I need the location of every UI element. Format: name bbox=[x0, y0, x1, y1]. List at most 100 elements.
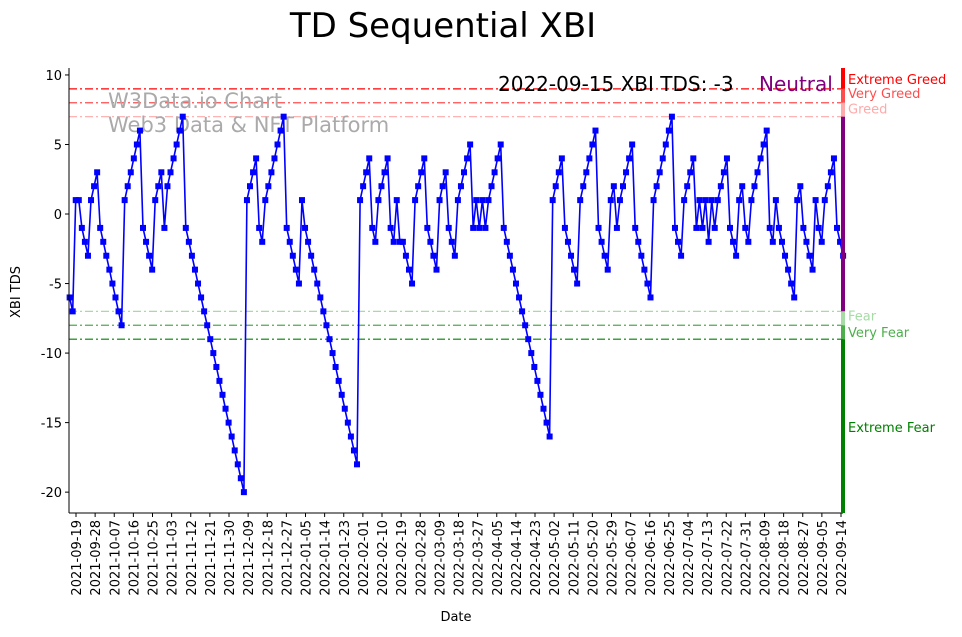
data-point bbox=[806, 252, 813, 259]
data-point bbox=[604, 266, 611, 273]
data-point bbox=[497, 141, 504, 148]
data-point bbox=[445, 224, 452, 231]
data-point bbox=[286, 238, 293, 245]
data-point bbox=[384, 155, 391, 162]
x-axis-label: Date bbox=[440, 610, 471, 625]
y-tick-label: 0 bbox=[54, 208, 62, 223]
data-point bbox=[509, 266, 516, 273]
x-tick-label: 2022-02-01 bbox=[357, 520, 372, 596]
data-point bbox=[506, 252, 513, 259]
data-point bbox=[381, 169, 388, 176]
data-point bbox=[314, 280, 321, 287]
data-point bbox=[204, 322, 211, 329]
data-point bbox=[146, 252, 153, 259]
x-tick-label: 2021-12-27 bbox=[280, 520, 295, 596]
data-point bbox=[675, 238, 682, 245]
data-point bbox=[730, 238, 737, 245]
y-tick-label: 5 bbox=[54, 138, 62, 153]
data-point bbox=[360, 183, 367, 190]
data-point bbox=[739, 183, 746, 190]
data-point bbox=[684, 183, 691, 190]
sentiment-band bbox=[841, 102, 845, 117]
x-tick-label: 2022-06-07 bbox=[625, 520, 640, 596]
data-point bbox=[140, 224, 147, 231]
data-point bbox=[210, 350, 217, 357]
data-point bbox=[818, 238, 825, 245]
y-tick-label: -10 bbox=[41, 347, 62, 362]
data-point bbox=[812, 197, 819, 204]
data-point bbox=[690, 155, 697, 162]
data-point bbox=[748, 197, 755, 204]
x-tick-label: 2021-10-16 bbox=[127, 520, 142, 596]
data-point bbox=[280, 113, 287, 120]
data-point bbox=[494, 155, 501, 162]
series-line bbox=[68, 116, 844, 493]
chart-title: TD Sequential XBI bbox=[289, 6, 596, 46]
data-point bbox=[577, 197, 584, 204]
data-point bbox=[298, 197, 305, 204]
data-point bbox=[525, 336, 532, 343]
data-point bbox=[803, 238, 810, 245]
data-point bbox=[295, 280, 302, 287]
data-point bbox=[830, 155, 837, 162]
data-point bbox=[372, 238, 379, 245]
data-point bbox=[412, 197, 419, 204]
data-point bbox=[693, 224, 700, 231]
data-point bbox=[561, 224, 568, 231]
watermark-line-2: Web3 Data & NFT Platform bbox=[108, 113, 389, 137]
data-point bbox=[173, 141, 180, 148]
x-tick-label: 2022-05-11 bbox=[567, 520, 582, 596]
sentiment-label: Extreme Fear bbox=[848, 421, 936, 436]
data-point bbox=[500, 224, 507, 231]
data-point bbox=[427, 238, 434, 245]
x-tick-label: 2021-11-03 bbox=[166, 520, 181, 596]
annotation-status: Neutral bbox=[759, 72, 833, 96]
data-point bbox=[491, 169, 498, 176]
x-tick-label: 2021-10-25 bbox=[147, 520, 162, 596]
data-point bbox=[668, 113, 675, 120]
data-point bbox=[207, 336, 214, 343]
data-point bbox=[671, 224, 678, 231]
sentiment-label: Extreme Greed bbox=[848, 73, 946, 88]
x-tick-label: 2022-04-05 bbox=[491, 520, 506, 596]
data-point bbox=[528, 350, 535, 357]
data-point bbox=[470, 224, 477, 231]
data-point bbox=[344, 419, 351, 426]
data-point bbox=[216, 377, 223, 384]
data-point bbox=[118, 322, 125, 329]
data-point bbox=[75, 197, 82, 204]
data-point bbox=[442, 169, 449, 176]
data-point bbox=[782, 252, 789, 259]
y-tick-label: -5 bbox=[49, 278, 62, 293]
data-point bbox=[323, 322, 330, 329]
data-point bbox=[794, 197, 801, 204]
data-point bbox=[259, 238, 266, 245]
data-point bbox=[222, 405, 229, 412]
data-point bbox=[231, 447, 238, 454]
data-point bbox=[583, 169, 590, 176]
data-point bbox=[185, 238, 192, 245]
y-tick-label: -20 bbox=[41, 486, 62, 501]
data-point bbox=[626, 155, 633, 162]
data-point bbox=[586, 155, 593, 162]
data-point bbox=[763, 127, 770, 134]
data-point bbox=[228, 433, 235, 440]
data-point bbox=[265, 183, 272, 190]
data-point bbox=[479, 197, 486, 204]
data-point bbox=[88, 197, 95, 204]
data-point bbox=[821, 197, 828, 204]
data-point bbox=[613, 224, 620, 231]
data-point bbox=[363, 169, 370, 176]
data-point bbox=[161, 224, 168, 231]
data-point bbox=[155, 183, 162, 190]
x-tick-label: 2021-09-19 bbox=[70, 520, 85, 596]
data-point bbox=[350, 447, 357, 454]
sentiment-label: Very Fear bbox=[848, 326, 910, 341]
sentiment-band bbox=[841, 325, 845, 340]
data-point bbox=[454, 197, 461, 204]
annotation-text: 2022-09-15 XBI TDS: -3 bbox=[498, 72, 734, 96]
data-point bbox=[601, 252, 608, 259]
data-point bbox=[745, 238, 752, 245]
data-point bbox=[176, 127, 183, 134]
